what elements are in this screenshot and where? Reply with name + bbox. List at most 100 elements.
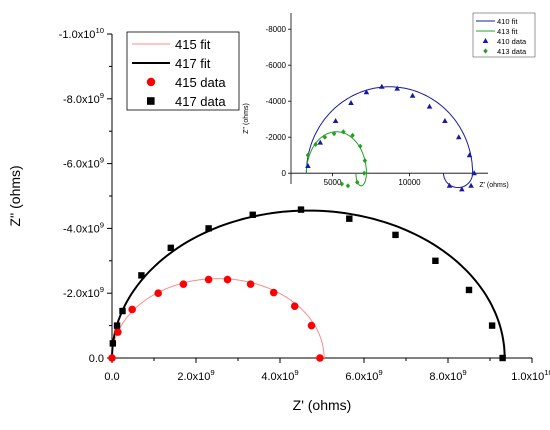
inset-data-point-413-data (339, 181, 344, 187)
main-data-point-415-data (246, 280, 255, 288)
main-y-tick-label-mantissa: 0.0 (89, 353, 104, 365)
main-data-point-417-data (167, 244, 174, 252)
inset-data-point-413-data (313, 141, 318, 147)
main-data-point-417-data (346, 215, 353, 222)
inset-data-point-410-data (442, 118, 448, 123)
inset-fit-line-413-fit (305, 131, 367, 187)
main-x-tick-label: 6.0x109 (345, 368, 382, 383)
main-y-tick-label: -4.0x109 (63, 220, 104, 235)
main-x-tick-label-mantissa: 2.0x10 (177, 371, 210, 383)
main-x-tick-label-exponent: 10 (544, 368, 550, 377)
inset-legend-swatch (482, 38, 489, 43)
main-y-tick-label-exponent: 9 (100, 285, 104, 294)
inset-data-point-410-data (348, 100, 354, 105)
inset-y-tick-label: -4000 (266, 97, 287, 106)
main-data-point-417-data (297, 206, 305, 213)
main-data-point-417-data (488, 322, 496, 329)
inset-data-point-413-data (354, 179, 360, 185)
main-x-tick-label-mantissa: 8.0x10 (429, 371, 462, 383)
inset-data-point-410-data (426, 103, 433, 109)
main-data-point-415-data (204, 275, 213, 284)
main-y-tick-label-mantissa: -1.0x10 (59, 29, 96, 41)
inset-legend-box (472, 12, 536, 58)
inset-plot: 5000 10000 0 -2000 -4000 -6000 -8000 Z' (ohms) Z… (243, 12, 536, 192)
main-y-tick-label-mantissa: -6.0x10 (63, 159, 100, 171)
inset-legend-swatch (483, 48, 488, 54)
main-x-axis-label: Z' (ohms) (293, 397, 352, 413)
inset-data-point-410-data (363, 89, 370, 95)
inset-y-tick-label: -6000 (266, 61, 287, 70)
main-legend-box (126, 31, 240, 111)
main-y-tick-label: -1.0x1010 (59, 26, 104, 41)
inset-legend-label: 410 fit (497, 17, 518, 26)
main-legend-label: 417 fit (175, 56, 211, 71)
main-y-axis-label: Z'' (ohms) (7, 165, 23, 226)
main-y-tick-label-mantissa: -8.0x10 (63, 94, 100, 106)
inset-data-point-410-data (409, 92, 416, 98)
inset-data-point-413-data (322, 134, 328, 140)
inset-data-point-413-data (358, 143, 363, 149)
main-x-tick-label-mantissa: 0.0 (104, 371, 119, 383)
main-legend-swatch (146, 77, 156, 87)
main-data-point-417-data (249, 211, 256, 218)
inset-data-point-413-data (305, 152, 311, 158)
main-y-tick-label-exponent: 9 (100, 220, 104, 229)
main-data-point-415-data (307, 321, 316, 330)
inset-data-point-410-data (305, 163, 311, 168)
inset-data-point-410-data (379, 83, 385, 89)
main-data-point-415-data (269, 288, 278, 297)
main-x-tick-label-exponent: 9 (378, 368, 382, 377)
inset-legend-label: 410 data (497, 37, 527, 46)
main-y-tick-label-mantissa: -4.0x10 (63, 223, 100, 235)
inset-data-point-410-data (446, 182, 453, 188)
main-data-point-417-data (499, 354, 506, 362)
main-plot: 0.02.0x1094.0x1096.0x1098.0x1091.0x10100… (7, 26, 550, 413)
inset-data-point-410-data (466, 152, 473, 158)
main-y-tick-label-exponent: 10 (95, 26, 104, 35)
main-x-tick-label-mantissa: 1.0x10 (511, 371, 544, 383)
main-fit-line-415-fit (111, 278, 325, 358)
main-y-tick-label: -2.0x109 (63, 285, 104, 300)
inset-data-point-413-data (331, 131, 337, 137)
main-x-tick-label: 0.0 (104, 371, 119, 383)
main-x-tick-label-exponent: 9 (210, 368, 214, 377)
main-legend-label: 415 data (175, 75, 226, 90)
inset-data-point-413-data (362, 158, 368, 164)
main-data-point-415-data (290, 302, 299, 310)
inset-fit-line-410-fit (305, 86, 474, 189)
main-data-point-417-data (109, 340, 117, 347)
inset-data-point-410-data (317, 139, 324, 145)
main-data-point-417-data (392, 231, 399, 239)
inset-data-point-410-data (394, 85, 400, 91)
main-data-point-415-data (223, 275, 232, 284)
main-x-tick-label-exponent: 9 (462, 368, 466, 377)
main-data-point-415-data (316, 354, 324, 362)
inset-data-point-413-data (341, 129, 346, 135)
main-x-tick-label: 1.0x1010 (511, 368, 550, 383)
main-x-tick-label: 8.0x109 (429, 368, 466, 383)
main-y-tick-label: -6.0x109 (63, 156, 104, 171)
inset-x-axis-label: Z' (ohms) (479, 182, 508, 189)
main-data-point-415-data (154, 289, 162, 298)
main-data-point-417-data (113, 322, 121, 329)
main-data-point-417-data (465, 286, 473, 294)
inset-y-axis-label: Z'' (ohms) (243, 103, 250, 134)
main-y-tick-label: -8.0x109 (63, 91, 104, 106)
inset-data-point-410-data (468, 182, 474, 188)
main-legend: 415 fit 417 fit 415 data 417 data (126, 31, 240, 111)
main-x-tick-label: 4.0x109 (261, 368, 298, 383)
main-data-point-415-data (108, 354, 116, 362)
inset-legend-label: 413 fit (497, 27, 518, 36)
inset-data-point-410-data (332, 118, 339, 123)
main-data-point-415-data (179, 280, 188, 288)
main-x-tick-label-mantissa: 6.0x10 (345, 371, 378, 383)
inset-x-tick-label: 5000 (324, 178, 342, 187)
main-y-tick-label: 0.0 (89, 353, 104, 365)
main-y-tick-label-exponent: 9 (100, 156, 104, 165)
main-fit-line-417-fit (111, 209, 506, 359)
inset-x-tick-label: 10000 (398, 178, 421, 187)
inset-data-point-410-data (455, 134, 462, 140)
